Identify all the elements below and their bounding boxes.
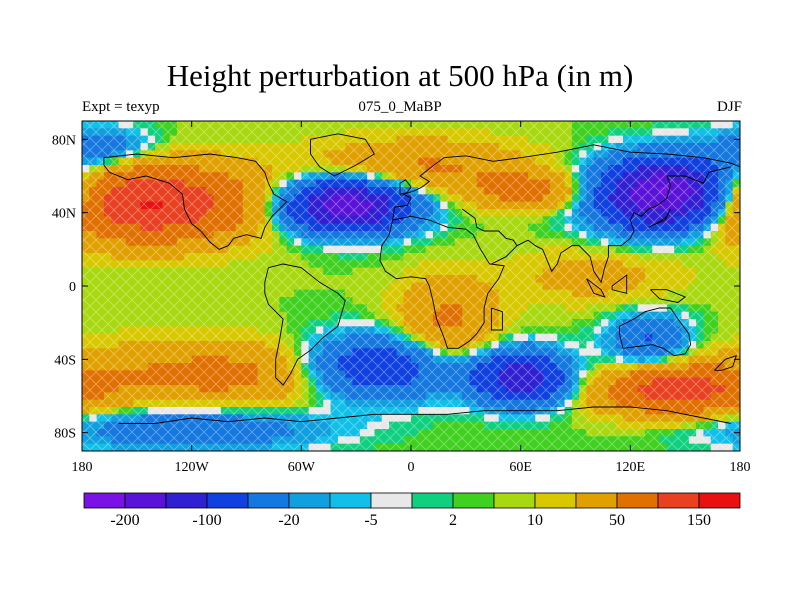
coastline (714, 354, 738, 371)
period-label: 075_0_MaBP (358, 99, 442, 115)
x-tick-label: 60E (509, 460, 532, 475)
season-label: DJF (716, 99, 742, 115)
y-axis: 80N 40N 0 40S 80S (52, 133, 740, 442)
colorbar-box (165, 492, 208, 509)
colorbar-box (124, 492, 167, 509)
colorbar: -200 -100 -20 -5 2 10 50 150 (83, 492, 741, 529)
x-axis: 180 120W 60W 0 60E 120E 180 (72, 121, 751, 475)
coastline (264, 263, 346, 386)
y-tick-label: 80S (54, 427, 76, 442)
colorbar-label: 150 (687, 512, 711, 529)
x-tick-label: 120W (175, 460, 210, 475)
colorbar-box (247, 492, 290, 509)
coastline (118, 406, 731, 424)
coastline (379, 215, 505, 349)
coastline (648, 208, 671, 228)
stipple-overlay (82, 121, 740, 451)
coastline (611, 274, 628, 294)
x-tick-label: 0 (408, 460, 415, 475)
x-tick-label: 180 (72, 460, 93, 475)
colorbar-label: 10 (527, 512, 543, 529)
colorbar-box (534, 492, 577, 509)
chart-title: Height perturbation at 500 hPa (in m) (166, 58, 634, 93)
coastline (310, 133, 376, 177)
coastline (490, 307, 503, 331)
experiment-label: Expt = texyp (82, 99, 160, 115)
y-tick-label: 40N (52, 207, 76, 222)
colorbar-box (206, 492, 249, 509)
colorbar-box (616, 492, 659, 509)
colorbar-label: -20 (278, 512, 299, 529)
x-tick-label: 120E (616, 460, 646, 475)
colorbar-box (452, 492, 495, 509)
colorbar-box (370, 492, 413, 509)
colorbar-box (657, 492, 700, 509)
colorbar-box (575, 492, 618, 509)
colorbar-box (698, 492, 741, 509)
coastlines (103, 133, 740, 424)
colorbar-box (83, 492, 126, 509)
coastline (586, 278, 606, 298)
coastline (650, 289, 687, 303)
coastline (618, 307, 692, 357)
colorbar-label: 50 (609, 512, 625, 529)
colorbar-box (329, 492, 372, 509)
x-tick-label: 180 (730, 460, 751, 475)
coastline (461, 208, 518, 265)
y-tick-label: 0 (69, 280, 76, 295)
colorbar-box (493, 492, 536, 509)
colorbar-label: -100 (192, 512, 221, 529)
colorbar-box (288, 492, 331, 509)
y-tick-label: 80N (52, 133, 76, 148)
coastline (392, 144, 740, 221)
coastline (516, 166, 732, 284)
colorbar-label: 2 (449, 512, 457, 529)
colorbar-box (411, 492, 454, 509)
y-tick-label: 40S (54, 353, 76, 368)
coastline (103, 153, 288, 250)
x-tick-label: 60W (288, 460, 316, 475)
colorbar-label: -5 (364, 512, 377, 529)
coastline (399, 179, 412, 195)
colorbar-label: -200 (110, 512, 139, 529)
